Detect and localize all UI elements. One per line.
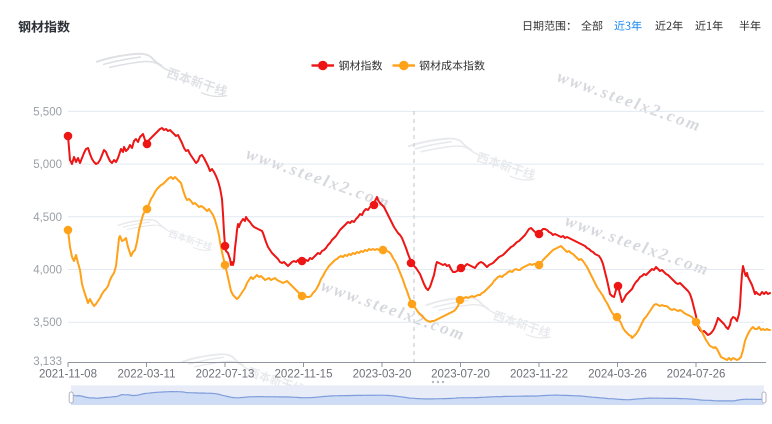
svg-text:2022-03-11: 2022-03-11 xyxy=(118,369,176,381)
svg-text:3,133: 3,133 xyxy=(33,356,62,368)
svg-text:5,500: 5,500 xyxy=(33,106,62,118)
svg-text:2021-11-08: 2021-11-08 xyxy=(39,369,97,381)
svg-text:2023-11-22: 2023-11-22 xyxy=(510,369,568,381)
svg-text:3,500: 3,500 xyxy=(33,317,62,329)
svg-text:5,000: 5,000 xyxy=(33,159,62,171)
svg-text:2024-07-26: 2024-07-26 xyxy=(667,369,726,381)
svg-text:4,500: 4,500 xyxy=(33,212,62,224)
svg-text:2022-07-13: 2022-07-13 xyxy=(196,369,255,381)
svg-text:2023-03-20: 2023-03-20 xyxy=(353,369,412,381)
svg-text:2022-11-15: 2022-11-15 xyxy=(275,369,333,381)
svg-text:2024-03-26: 2024-03-26 xyxy=(588,369,647,381)
svg-text:2023-07-20: 2023-07-20 xyxy=(431,369,490,381)
svg-text:4,000: 4,000 xyxy=(33,265,62,277)
